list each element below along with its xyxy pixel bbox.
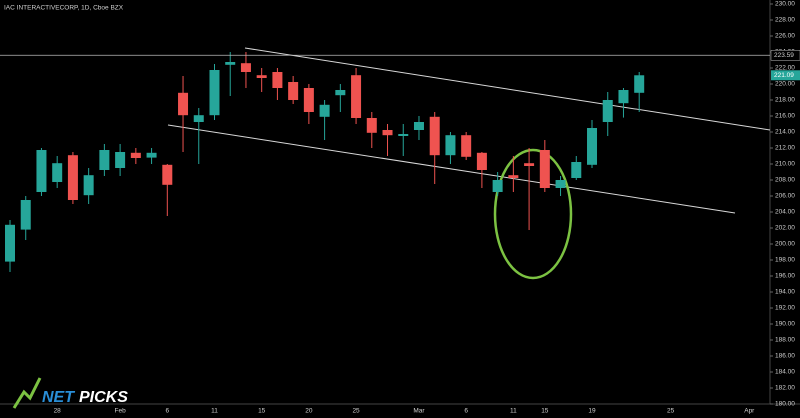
x-tick-label: 11 <box>211 408 218 415</box>
chart-title: IAC INTERACTIVECORP, 1D, Cboe BZX <box>4 5 124 12</box>
candle-body <box>382 130 393 136</box>
x-tick-label: 11 <box>510 408 517 415</box>
x-tick-label: 25 <box>352 408 360 415</box>
candle-body <box>366 118 377 133</box>
channel-upper <box>244 47 771 131</box>
last-price-bg <box>771 70 800 81</box>
candle-body <box>272 72 283 88</box>
candle-body <box>303 88 314 112</box>
candle-body <box>130 152 141 158</box>
candle-body <box>115 152 126 168</box>
y-tick-label: 210.00 <box>775 161 795 168</box>
y-tick-label: 230.00 <box>775 1 795 8</box>
y-tick-label: 198.00 <box>775 257 795 264</box>
reference-label-bg <box>770 50 800 61</box>
y-tick-label: 200.00 <box>775 241 795 248</box>
candle-body <box>335 90 346 96</box>
candle-body <box>587 128 598 165</box>
y-tick-label: 196.00 <box>775 273 795 280</box>
y-tick-label: 192.00 <box>775 305 795 312</box>
channel-lower <box>167 124 736 214</box>
y-tick-label: 226.00 <box>775 33 795 40</box>
highlight-ellipse <box>493 148 573 280</box>
y-tick-label: 212.00 <box>775 145 795 152</box>
candle-body <box>178 92 189 116</box>
candle-body <box>555 180 566 188</box>
y-tick-label: 214.00 <box>775 129 795 136</box>
y-tick-label: 206.00 <box>775 193 795 200</box>
logo-arrow <box>12 377 42 409</box>
x-tick-label: 28 <box>54 408 62 415</box>
x-tick-label: 20 <box>305 408 313 415</box>
last-price-label: 221.09 <box>774 72 794 79</box>
candle-body <box>351 75 362 118</box>
candle-body <box>634 75 645 93</box>
candle-body <box>476 152 487 170</box>
candle-body <box>524 163 535 166</box>
candle-body <box>5 224 15 262</box>
candle-body <box>240 63 251 72</box>
y-tick-label: 218.00 <box>775 97 795 104</box>
candle-body <box>461 135 472 157</box>
candle-body <box>193 115 204 122</box>
y-tick-label: 222.00 <box>775 65 795 72</box>
x-tick-label: Feb <box>115 408 127 415</box>
y-tick-label: 186.00 <box>775 353 795 360</box>
candle-body <box>539 150 550 188</box>
y-tick-label: 228.00 <box>775 17 795 24</box>
candle-body <box>445 135 456 156</box>
x-tick-label: 25 <box>667 408 675 415</box>
y-tick-label: 194.00 <box>775 289 795 296</box>
candle-body <box>83 175 94 196</box>
candle-body <box>36 150 47 192</box>
candle-body <box>413 122 424 130</box>
candle-body <box>209 70 220 116</box>
y-tick-label: 180.00 <box>775 401 795 408</box>
reference-label: 223.59 <box>774 52 794 59</box>
candle-body <box>398 134 409 136</box>
x-tick-label: 15 <box>541 408 549 415</box>
y-tick-label: 220.00 <box>775 81 795 88</box>
logo-text-1: NET <box>42 389 75 406</box>
candle-body <box>492 180 503 192</box>
logo-text-2: PICKS <box>79 389 128 406</box>
x-tick-label: 6 <box>464 408 468 415</box>
y-tick-label: 208.00 <box>775 177 795 184</box>
candle-body <box>225 62 236 65</box>
candle-body <box>508 175 519 178</box>
x-tick-label: 15 <box>258 408 266 415</box>
x-tick-label: Mar <box>413 408 425 415</box>
candle-body <box>146 152 157 158</box>
logo: NET PICKS <box>12 377 128 409</box>
x-tick-label: Apr <box>744 408 755 415</box>
y-tick-label: 182.00 <box>775 385 795 392</box>
y-tick-label: 184.00 <box>775 369 795 376</box>
candle-body <box>429 116 440 156</box>
candle-body <box>256 75 267 78</box>
y-tick-label: 216.00 <box>775 113 795 120</box>
x-tick-label: 6 <box>165 408 169 415</box>
candle-body <box>52 163 63 182</box>
x-tick-label: 19 <box>588 408 596 415</box>
y-tick-label: 204.00 <box>775 209 795 216</box>
candle-body <box>288 82 299 100</box>
candle-body <box>618 90 629 104</box>
candle-body <box>602 100 613 122</box>
y-tick-label: 202.00 <box>775 225 795 232</box>
y-tick-label: 188.00 <box>775 337 795 344</box>
candle-body <box>319 104 330 117</box>
candle-body <box>162 164 173 185</box>
candle-body <box>571 162 582 178</box>
candle-body <box>20 200 31 230</box>
candle-body <box>99 150 110 170</box>
y-tick-label: 190.00 <box>775 321 795 328</box>
candle-body <box>67 155 78 200</box>
